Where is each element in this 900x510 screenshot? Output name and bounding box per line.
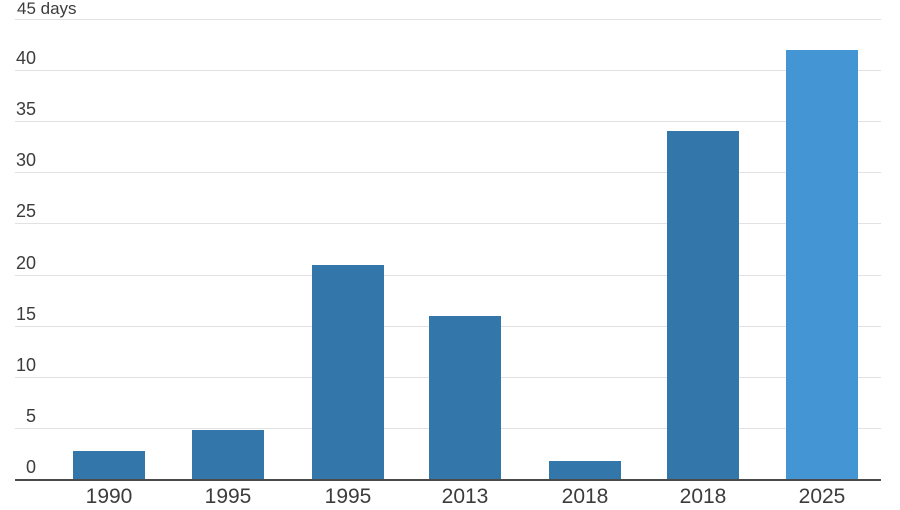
y-axis-tick-label: 0 [25, 457, 36, 477]
y-axis-tick-label: 25 [15, 201, 36, 222]
x-axis-category-label: 2018 [679, 485, 727, 508]
y-axis-tick-label: 10 [15, 354, 36, 375]
bar [786, 49, 858, 479]
bar [312, 265, 384, 479]
gridline [15, 223, 881, 225]
gridline [15, 172, 881, 174]
x-axis-category-label: 2018 [561, 485, 609, 508]
y-axis-tick-label: 35 [15, 99, 36, 120]
x-axis-category-label: 1990 [85, 485, 133, 508]
y-axis-tick-label: 30 [15, 150, 36, 171]
bar [73, 451, 145, 479]
gridline [15, 19, 881, 20]
bar [667, 131, 739, 479]
bar [192, 429, 264, 479]
y-axis-unit-label: 45 days [17, 0, 77, 18]
gridline [15, 274, 881, 276]
x-axis-category-label: 2013 [441, 485, 489, 508]
y-axis-tick-label: 40 [15, 48, 36, 69]
gridline [15, 121, 881, 123]
bar [429, 316, 501, 479]
gridline [15, 70, 881, 72]
x-axis-category-label: 1995 [204, 485, 252, 508]
x-axis-baseline [15, 479, 881, 481]
bar [549, 460, 621, 479]
x-axis-category-label: 2025 [798, 485, 846, 508]
y-axis-tick-label: 20 [15, 252, 36, 273]
y-axis-tick-label: 15 [15, 303, 36, 324]
y-axis-tick-label: 5 [25, 405, 36, 426]
x-axis-category-label: 1995 [324, 485, 372, 508]
